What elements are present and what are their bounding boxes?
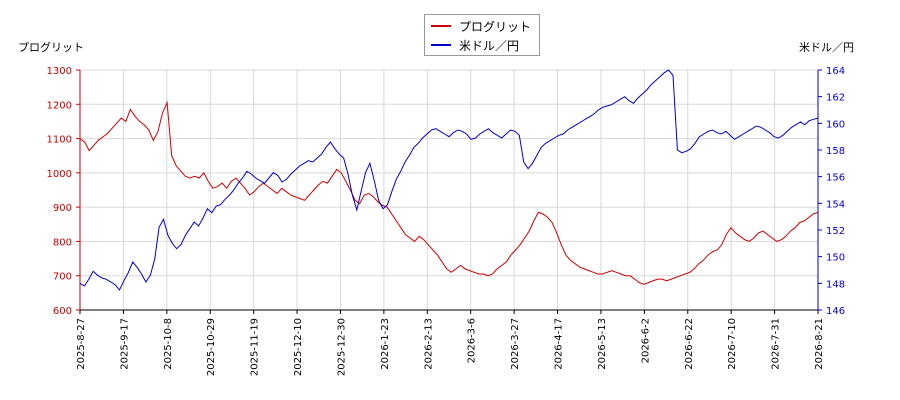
left-axis-title: プログリット [18,41,84,54]
legend-item-progrit: プログリット [431,18,531,34]
x-tick-label: 2025-11-19 [250,318,261,376]
x-tick-label: 2025-10-29 [206,318,217,376]
x-tick-label: 2025-8-27 [76,318,87,370]
legend-label-progrit: プログリット [459,19,532,34]
right-tick-label: 146 [826,306,845,317]
x-tick-label: 2025-12-10 [293,318,304,376]
x-tick-label: 2025-10-8 [163,318,174,370]
right-tick-label: 152 [826,226,845,237]
x-tick-label: 2026-8-21 [814,318,825,370]
left-tick-label: 600 [53,306,72,317]
right-tick-label: 158 [826,146,845,157]
legend-label-usdjpy: 米ドル／円 [459,38,520,53]
x-tick-label: 2026-3-27 [510,318,521,370]
right-tick-label: 156 [826,173,845,184]
x-tick-label: 2026-6-2 [640,318,651,363]
left-tick-label: 800 [53,237,72,248]
left-tick-label: 900 [53,203,72,214]
legend-item-usdjpy: 米ドル／円 [431,37,519,53]
right-tick-label: 160 [826,119,845,130]
right-tick-label: 150 [826,253,845,264]
left-tick-label: 1300 [47,66,72,77]
right-tick-label: 154 [826,199,845,210]
right-axis-title: 米ドル／円 [799,41,854,54]
x-tick-label: 2026-1-23 [380,318,391,370]
x-tick-label: 2026-3-6 [467,318,478,363]
x-tick-label: 2025-12-30 [336,318,347,376]
series-line-progrit [79,100,819,285]
right-tick-label: 162 [826,93,845,104]
left-tick-label: 1200 [47,100,72,111]
right-tick-label: 148 [826,279,845,290]
legend-swatch-progrit [431,25,451,27]
series-line-usdjpy [79,69,819,291]
left-tick-label: 700 [53,272,72,283]
x-tick-label: 2025-9-17 [119,318,130,370]
x-tick-label: 2026-7-10 [727,318,738,370]
right-tick-label: 164 [826,66,845,77]
left-tick-label: 1000 [47,169,72,180]
x-tick-label: 2026-4-17 [554,318,565,370]
x-tick-label: 2026-7-31 [771,318,782,370]
legend-swatch-usdjpy [431,44,451,46]
x-tick-label: 2026-5-13 [597,318,608,370]
chart-legend: プログリット 米ドル／円 [424,14,540,56]
x-tick-label: 2026-6-22 [684,318,695,370]
left-tick-label: 1100 [47,135,72,146]
x-tick-label: 2026-2-13 [423,318,434,370]
